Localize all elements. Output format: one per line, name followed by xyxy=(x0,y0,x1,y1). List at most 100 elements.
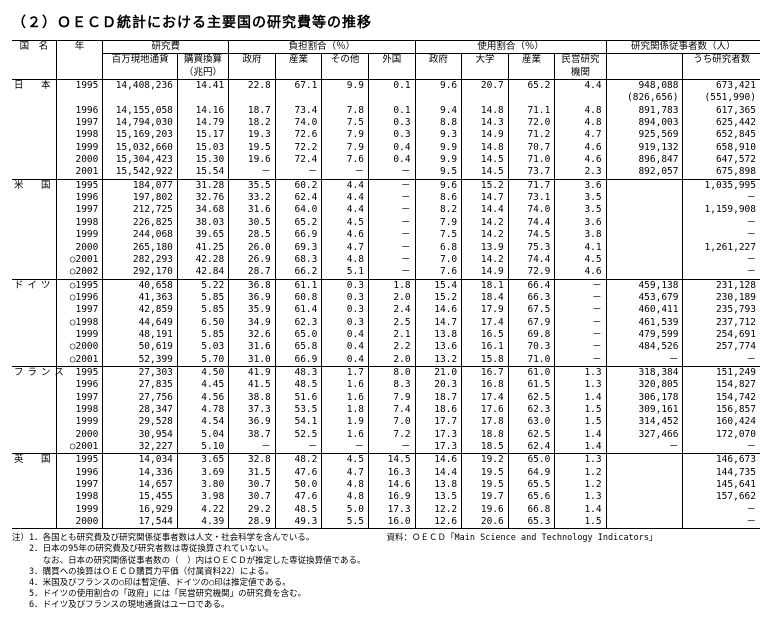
data-cell: 73.4 xyxy=(275,105,322,117)
country-name: 英 国 xyxy=(12,454,56,529)
data-cell: 327,466 xyxy=(606,429,683,441)
data-cell: 41.5 xyxy=(229,379,276,391)
subcol-3: 産業 xyxy=(275,54,322,80)
data-cell: 66.2 xyxy=(275,266,322,279)
data-cell xyxy=(415,92,462,104)
subcol-11: うち研究者数 xyxy=(683,54,760,80)
data-cell: 254,691 xyxy=(683,329,760,341)
data-cell: 151,249 xyxy=(683,366,760,379)
data-cell: － xyxy=(368,229,415,241)
data-cell: 36.9 xyxy=(229,416,276,428)
data-cell: 16.1 xyxy=(462,341,509,353)
data-cell: 145,641 xyxy=(683,479,760,491)
data-cell xyxy=(508,92,555,104)
data-cell: 4.1 xyxy=(555,242,606,254)
data-cell: 70.3 xyxy=(508,341,555,353)
data-cell: 65.3 xyxy=(508,516,555,529)
data-cell: 891,783 xyxy=(606,105,683,117)
data-cell: 292,170 xyxy=(103,266,178,279)
data-cell: 0.3 xyxy=(368,129,415,141)
year-cell: 2000 xyxy=(56,242,103,254)
data-cell: 14.2 xyxy=(462,229,509,241)
data-cell: 212,725 xyxy=(103,204,178,216)
data-cell: 18.7 xyxy=(415,392,462,404)
data-cell: － xyxy=(368,242,415,254)
year-cell: 1995 xyxy=(56,454,103,467)
data-cell: 1.7 xyxy=(322,366,369,379)
data-cell: 7.8 xyxy=(322,105,369,117)
data-cell: 30.5 xyxy=(229,217,276,229)
footnotes: 注）1．各国とも研究費及び研究関係従事者数は人文・社会科学を含んでいる。 2．日… xyxy=(12,533,761,610)
data-cell: 4.6 xyxy=(322,229,369,241)
data-cell: 13.8 xyxy=(415,479,462,491)
data-cell: 15,542,922 xyxy=(103,166,178,179)
data-cell: 74.4 xyxy=(508,217,555,229)
data-cell: 66.3 xyxy=(508,292,555,304)
data-cell: 71.7 xyxy=(508,179,555,192)
page-title: （２）ＯＥＣＤ統計における主要国の研究費等の推移 xyxy=(12,12,761,32)
data-cell: 3.5 xyxy=(555,192,606,204)
data-cell: 15.2 xyxy=(415,292,462,304)
data-cell: 7.9 xyxy=(322,129,369,141)
data-cell: 154,742 xyxy=(683,392,760,404)
year-cell: 1999 xyxy=(56,504,103,516)
data-cell: 1.6 xyxy=(322,379,369,391)
data-cell: 17.4 xyxy=(462,392,509,404)
data-cell xyxy=(606,467,683,479)
data-cell: 27,303 xyxy=(103,366,178,379)
data-cell: 39.65 xyxy=(177,229,228,241)
data-cell: 184,077 xyxy=(103,179,178,192)
data-cell: 14.9 xyxy=(462,129,509,141)
data-cell: － xyxy=(683,229,760,241)
data-cell: 13.9 xyxy=(462,242,509,254)
data-cell: 15.54 xyxy=(177,166,228,179)
data-cell: 4.4 xyxy=(555,80,606,93)
col-group-use: 使用割合（％） xyxy=(415,41,606,54)
data-cell: 12.2 xyxy=(415,504,462,516)
data-cell: 461,539 xyxy=(606,317,683,329)
data-cell: 28.9 xyxy=(229,516,276,529)
footnote-line: 2．日本の95年の研究費及び研究者数は専従換算されていない。 xyxy=(12,544,387,555)
data-cell: 20.3 xyxy=(415,379,462,391)
year-cell xyxy=(56,92,103,104)
data-cell: 14,155,058 xyxy=(103,105,178,117)
data-cell: 2.2 xyxy=(368,341,415,353)
data-cell: 0.3 xyxy=(322,304,369,316)
data-cell: 0.3 xyxy=(322,279,369,292)
data-cell: 5.85 xyxy=(177,292,228,304)
data-cell: 5.0 xyxy=(322,504,369,516)
data-cell: 8.2 xyxy=(415,204,462,216)
data-cell: 4.6 xyxy=(555,142,606,154)
year-cell: 1998 xyxy=(56,129,103,141)
data-cell: 479,599 xyxy=(606,329,683,341)
data-cell: 1.5 xyxy=(555,416,606,428)
data-cell: 16.9 xyxy=(368,491,415,503)
data-cell: 15.8 xyxy=(462,354,509,367)
subcol-1: 購買換算（兆円） xyxy=(177,54,228,80)
data-cell: 8.3 xyxy=(368,379,415,391)
data-cell: 4.4 xyxy=(322,204,369,216)
data-cell: 63.0 xyxy=(508,416,555,428)
data-cell: 1,261,227 xyxy=(683,242,760,254)
data-cell: 47.6 xyxy=(275,467,322,479)
data-cell: 72.2 xyxy=(275,142,322,154)
data-cell: 15.17 xyxy=(177,129,228,141)
data-cell: 17.3 xyxy=(415,441,462,454)
data-cell xyxy=(606,179,683,192)
data-cell: 16.0 xyxy=(368,516,415,529)
data-cell: 16.5 xyxy=(462,329,509,341)
data-cell: 2.4 xyxy=(368,304,415,316)
data-cell: － xyxy=(683,504,760,516)
data-cell: － xyxy=(368,441,415,454)
data-cell: 4.56 xyxy=(177,392,228,404)
data-cell: － xyxy=(683,354,760,367)
country-name: ドイツ xyxy=(12,279,56,366)
data-cell: 73.1 xyxy=(508,192,555,204)
data-cell: － xyxy=(368,254,415,266)
data-cell: 62.4 xyxy=(275,192,322,204)
col-country: 国 名 xyxy=(12,41,56,80)
data-cell: － xyxy=(322,166,369,179)
data-cell: 14.16 xyxy=(177,105,228,117)
data-cell: 625,442 xyxy=(683,117,760,129)
data-cell: 7.0 xyxy=(368,416,415,428)
